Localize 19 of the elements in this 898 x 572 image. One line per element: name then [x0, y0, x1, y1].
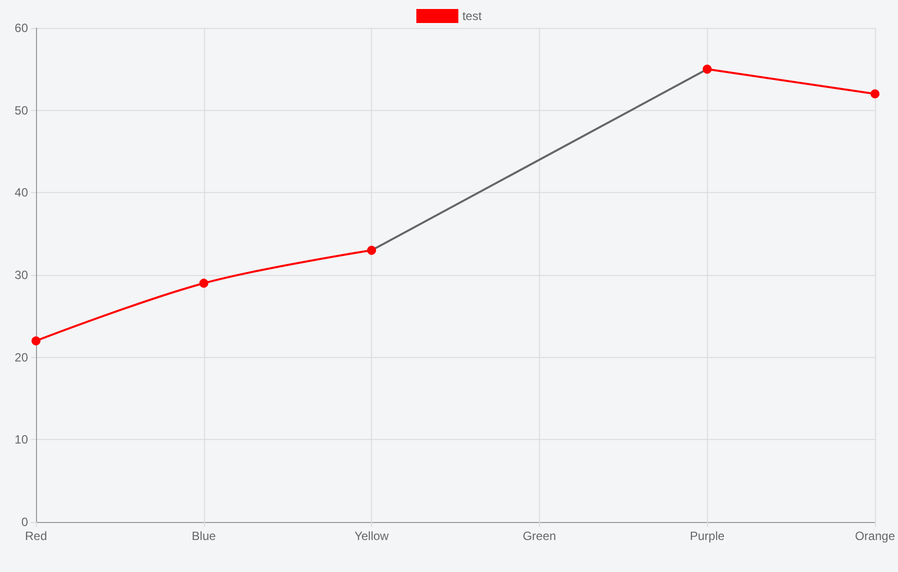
y-tick-label: 10	[14, 432, 28, 447]
x-tick-label: Purple	[690, 529, 725, 543]
legend-label: test	[462, 9, 482, 23]
y-tick-label: 0	[21, 515, 28, 529]
point	[870, 89, 880, 98]
y-tick-label: 50	[14, 103, 28, 118]
x-tick-label: Yellow	[354, 529, 390, 543]
x-tick-label: Orange	[854, 529, 896, 543]
y-tick-label: 60	[14, 21, 28, 35]
y-tick-label: 40	[14, 186, 28, 200]
x-tick-label: Blue	[192, 529, 216, 543]
y-tick-label: 30	[14, 268, 28, 282]
point	[367, 246, 376, 255]
point	[32, 336, 40, 346]
x-tick-label: Red	[24, 529, 48, 543]
point	[199, 278, 208, 288]
x-tick-label: Green	[522, 529, 556, 543]
point	[702, 64, 712, 74]
y-tick-label: 20	[14, 350, 28, 364]
